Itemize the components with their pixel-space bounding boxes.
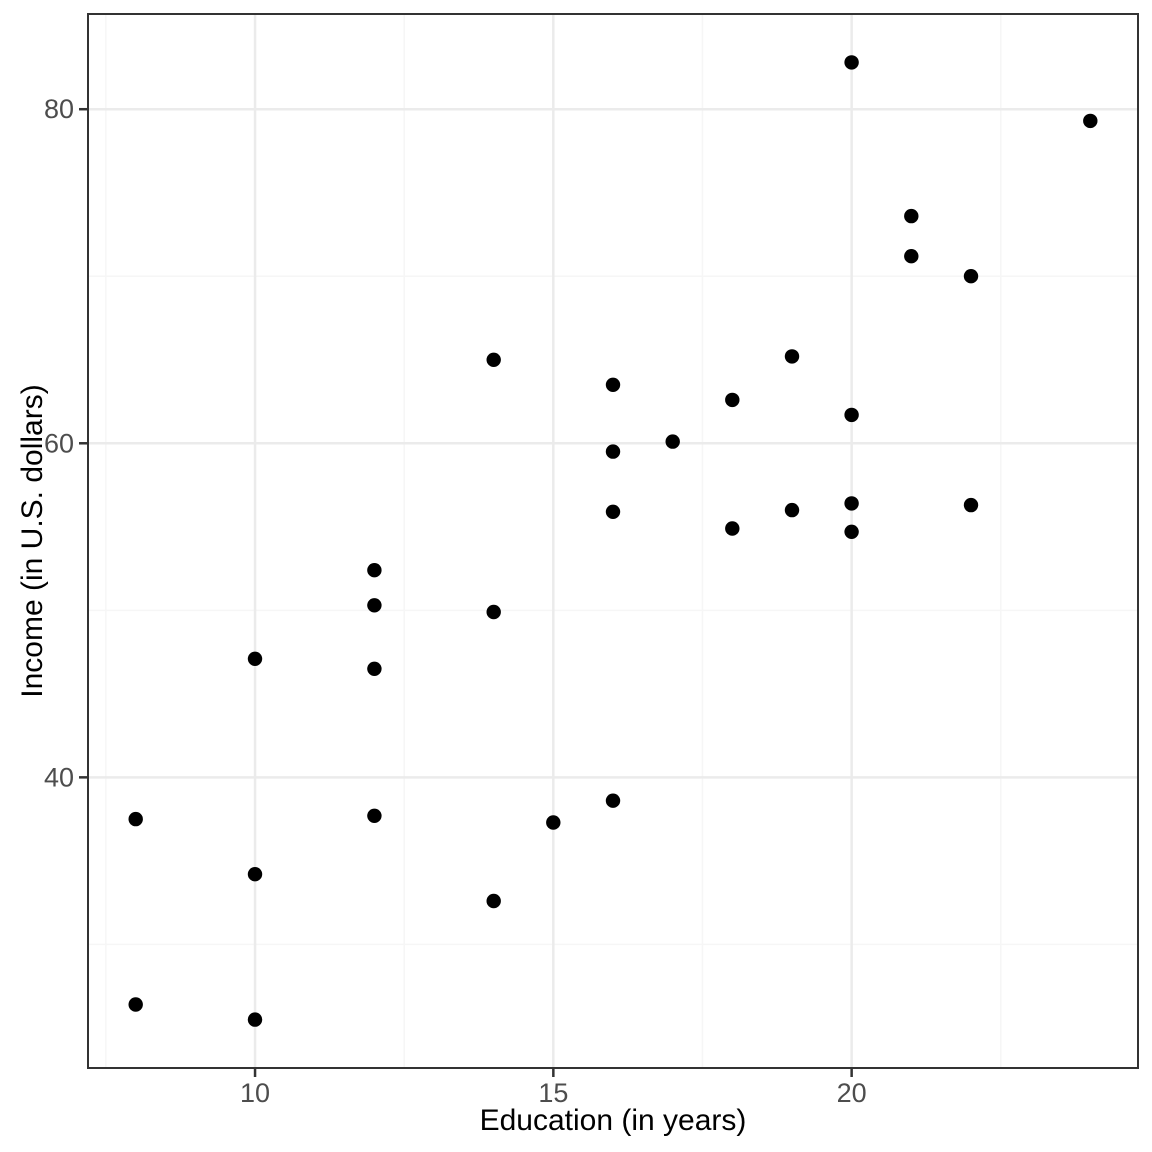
x-tick-label: 10 xyxy=(240,1078,270,1108)
y-tick-label: 60 xyxy=(44,428,74,458)
data-point xyxy=(367,661,382,676)
data-point xyxy=(605,504,621,519)
data-point xyxy=(844,496,859,511)
data-point xyxy=(605,793,621,808)
panel-border xyxy=(87,13,1139,1069)
data-point xyxy=(247,867,263,882)
data-point xyxy=(904,208,919,224)
data-point xyxy=(844,524,859,539)
data-point xyxy=(844,55,859,70)
data-point xyxy=(247,651,263,666)
y-axis-title: Income (in U.S. dollars) xyxy=(16,384,49,698)
data-point xyxy=(904,249,919,264)
data-point xyxy=(605,444,621,459)
data-point xyxy=(725,521,740,536)
x-axis-title: Education (in years) xyxy=(479,1104,747,1137)
x-tick-label: 20 xyxy=(837,1078,867,1108)
y-tick-label: 80 xyxy=(44,94,74,124)
data-point xyxy=(367,563,382,578)
data-point xyxy=(963,497,979,513)
data-point xyxy=(128,811,143,827)
data-point xyxy=(128,997,143,1012)
y-tick-label: 40 xyxy=(44,762,74,792)
data-point xyxy=(844,407,859,423)
data-point xyxy=(486,352,501,367)
data-point xyxy=(784,502,800,518)
data-point xyxy=(605,377,621,392)
data-point xyxy=(963,269,979,284)
data-point xyxy=(367,808,382,823)
data-point xyxy=(725,392,740,408)
data-point xyxy=(367,598,382,613)
data-point xyxy=(546,815,561,830)
data-point xyxy=(784,349,800,364)
data-point xyxy=(247,1012,263,1027)
data-point xyxy=(486,893,501,909)
data-point xyxy=(486,604,501,620)
panel-background xyxy=(88,14,1138,1068)
data-point xyxy=(1083,113,1098,129)
data-point xyxy=(665,434,680,449)
x-tick-label: 15 xyxy=(538,1078,568,1108)
